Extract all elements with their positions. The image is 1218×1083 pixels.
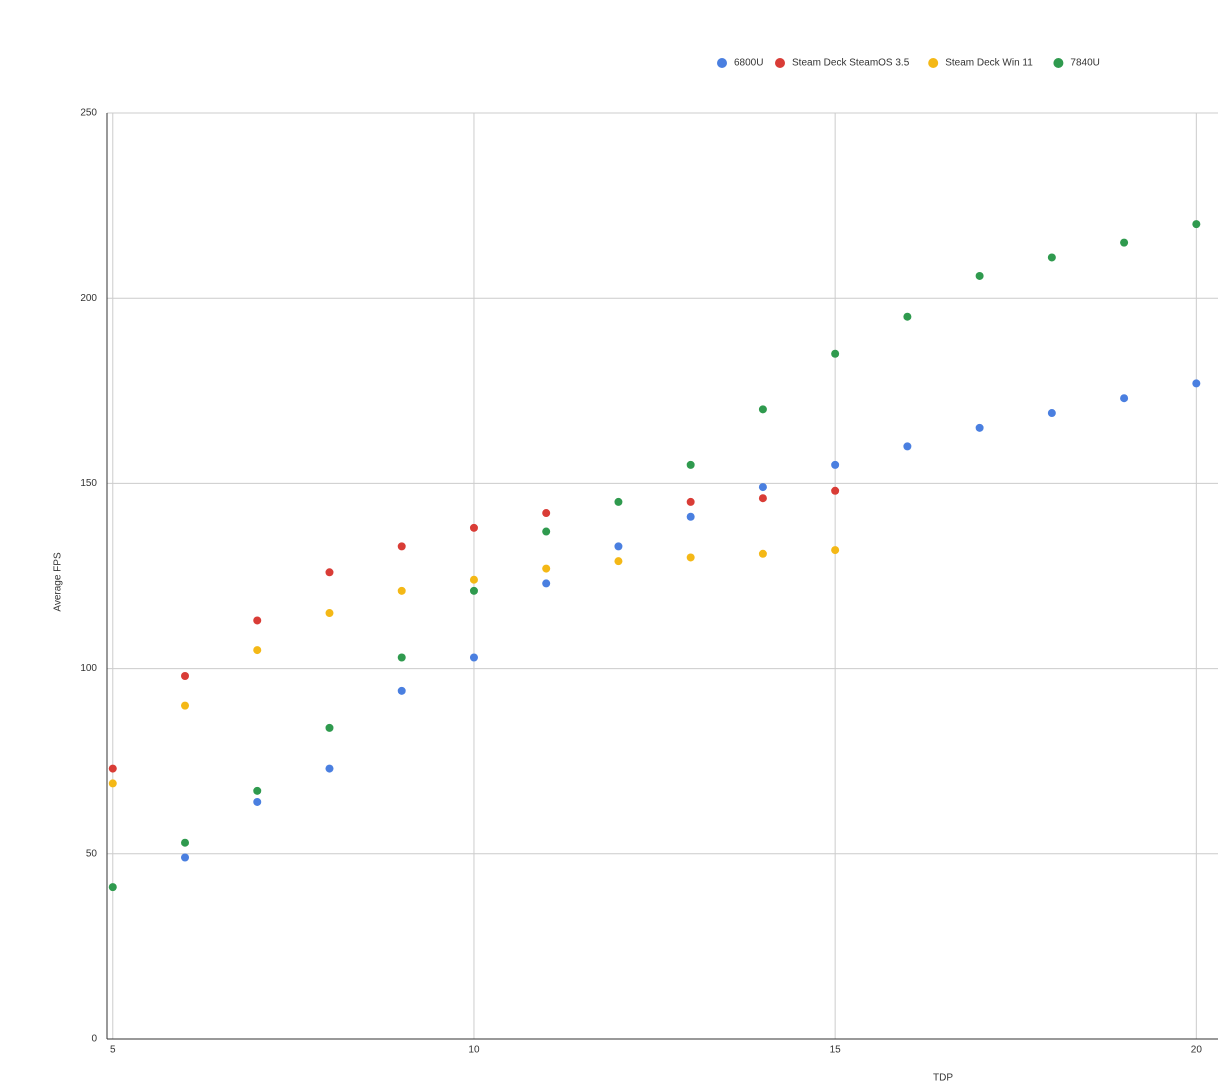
- point: [542, 564, 551, 573]
- point: [397, 686, 406, 695]
- point: [686, 460, 695, 469]
- legend-marker: [1053, 58, 1064, 68]
- point: [181, 853, 190, 862]
- point: [397, 586, 406, 595]
- x-tick-label: 15: [830, 1045, 842, 1056]
- point: [253, 646, 262, 655]
- legend-label: 7840U: [1070, 58, 1099, 69]
- point: [469, 575, 478, 584]
- point: [903, 312, 912, 321]
- point: [758, 494, 767, 503]
- point: [758, 549, 767, 558]
- point: [831, 486, 840, 495]
- legend-marker: [717, 58, 727, 68]
- point: [831, 546, 840, 555]
- point: [542, 579, 551, 588]
- legend-marker: [928, 58, 939, 68]
- point: [614, 542, 623, 551]
- point: [469, 586, 478, 595]
- point: [614, 557, 623, 566]
- point: [108, 883, 117, 892]
- y-tick-label: 50: [86, 848, 98, 859]
- point: [758, 405, 767, 414]
- legend-label: Steam Deck SteamOS 3.5: [792, 58, 910, 69]
- point: [686, 512, 695, 521]
- point: [325, 568, 334, 577]
- point: [1120, 394, 1129, 403]
- point: [975, 271, 984, 280]
- point: [1192, 379, 1201, 388]
- point: [181, 701, 190, 710]
- point: [469, 653, 478, 662]
- point: [1120, 238, 1129, 247]
- point: [108, 779, 117, 788]
- point: [1047, 409, 1056, 418]
- point: [325, 723, 334, 732]
- point: [397, 542, 406, 551]
- legend-label: 6800U: [734, 58, 763, 69]
- point: [108, 764, 117, 773]
- point: [686, 553, 695, 562]
- point: [614, 497, 623, 506]
- legend-label: Steam Deck Win 11: [945, 58, 1033, 69]
- point: [253, 786, 262, 795]
- point: [181, 838, 190, 847]
- y-tick-label: 150: [80, 478, 97, 489]
- y-tick-label: 100: [80, 663, 97, 674]
- point: [1047, 253, 1056, 262]
- y-tick-label: 0: [91, 1034, 97, 1045]
- y-tick-label: 200: [80, 293, 97, 304]
- point: [758, 483, 767, 492]
- point: [325, 764, 334, 773]
- point: [542, 527, 551, 536]
- point: [903, 442, 912, 451]
- point: [831, 460, 840, 469]
- y-tick-label: 250: [80, 108, 97, 119]
- point: [253, 616, 262, 625]
- point: [253, 797, 262, 806]
- point: [542, 509, 551, 518]
- y-axis-label: Average FPS: [53, 552, 64, 612]
- point: [397, 653, 406, 662]
- point: [469, 523, 478, 532]
- point: [686, 497, 695, 506]
- x-tick-label: 20: [1191, 1045, 1203, 1056]
- point: [975, 423, 984, 432]
- legend-marker: [775, 58, 785, 68]
- point: [1192, 220, 1201, 229]
- x-tick-label: 5: [110, 1045, 116, 1056]
- x-tick-label: 10: [468, 1045, 480, 1056]
- point: [325, 609, 334, 618]
- point: [181, 672, 190, 681]
- point: [831, 349, 840, 358]
- x-axis-label: TDP: [933, 1073, 953, 1083]
